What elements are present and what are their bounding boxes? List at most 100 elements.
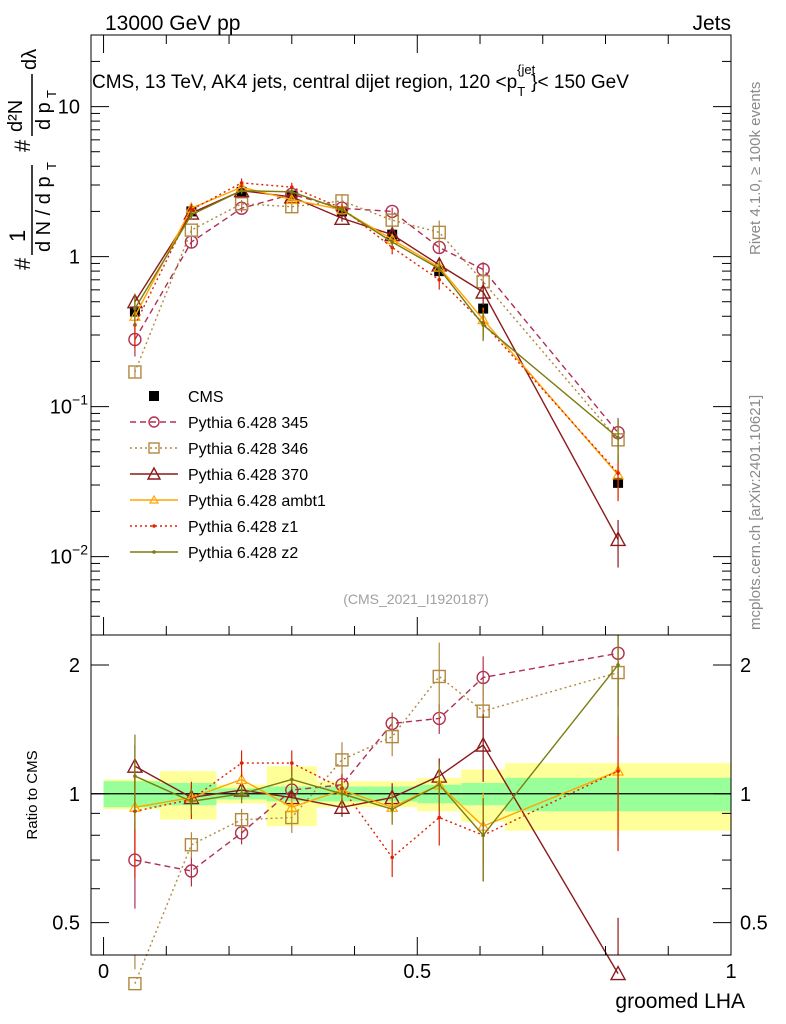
z2-point bbox=[239, 791, 244, 796]
p346-point bbox=[148, 442, 160, 454]
ratio-y-label: Ratio to CMS bbox=[24, 750, 41, 839]
lower-y-tick-label-right: 2 bbox=[740, 655, 751, 677]
p370-point bbox=[609, 531, 627, 547]
p370-point bbox=[333, 209, 351, 225]
legend-label: Pythia 6.428 ambt1 bbox=[188, 493, 326, 510]
ratio-series-layer bbox=[126, 635, 627, 991]
plot-title: CMS, 13 TeV, AK4 jets, central dijet reg… bbox=[92, 62, 629, 99]
z2-point bbox=[289, 777, 294, 782]
p346-point bbox=[385, 213, 399, 227]
p345-point bbox=[184, 864, 199, 878]
upper-y-tick-label: 10 bbox=[58, 97, 80, 119]
p345-point bbox=[148, 416, 160, 428]
z2-point bbox=[340, 208, 344, 212]
ylabel-den: d N / d p bbox=[33, 176, 55, 252]
ylabel-frac2-num: d²N bbox=[5, 100, 27, 132]
x-tick-label: 1 bbox=[725, 961, 736, 983]
x-tick-label: 0.5 bbox=[403, 961, 431, 983]
p346-point bbox=[385, 729, 399, 744]
z1-point bbox=[616, 769, 620, 773]
title-var: p bbox=[507, 72, 518, 93]
legend-item-cms: CMS bbox=[149, 389, 224, 406]
p346-point bbox=[184, 223, 199, 237]
ratio-bands bbox=[91, 763, 731, 831]
z1-point bbox=[437, 815, 442, 820]
analysis-id: (CMS_2021_I1920187) bbox=[343, 591, 489, 607]
series-line-p370 bbox=[134, 189, 619, 540]
ylabel-frac2-den: d p bbox=[33, 102, 55, 130]
z2-point bbox=[437, 782, 442, 787]
upper-y-tick-label: 10−1 bbox=[50, 392, 88, 419]
lower-panel: 0.5 0.51 12 2 0 0.5 1 bbox=[52, 35, 768, 991]
ratio-line-p345 bbox=[134, 652, 619, 872]
z1-point bbox=[437, 278, 442, 282]
ambt1-point bbox=[235, 773, 248, 785]
p346-point bbox=[432, 225, 446, 240]
p346-point bbox=[432, 669, 446, 684]
ratio-p370 bbox=[126, 714, 627, 981]
z1-point bbox=[289, 761, 294, 765]
p346-point bbox=[184, 838, 199, 852]
cms-point bbox=[149, 391, 159, 401]
z2-point bbox=[616, 435, 620, 440]
z1-point bbox=[616, 471, 620, 475]
upper-y-tick-label: 1 bbox=[69, 247, 80, 269]
p370-point bbox=[146, 466, 162, 480]
ylabel-frac2-den-sub: T bbox=[44, 90, 59, 98]
legend-label: CMS bbox=[188, 389, 224, 406]
upper-frame bbox=[90, 34, 732, 636]
ylabel-hash2: # bbox=[10, 139, 35, 152]
ylabel-one: 1 bbox=[5, 230, 30, 242]
title-sub: T bbox=[517, 84, 525, 99]
p370-point bbox=[474, 736, 492, 752]
z2-point bbox=[133, 306, 137, 311]
lower-y-ticks: 0.5 0.5 1 1 2 2 bbox=[52, 655, 768, 935]
legend-item-ambt1: Pythia 6.428 ambt1 bbox=[130, 493, 326, 510]
z2-point bbox=[289, 190, 294, 194]
ambt1-point bbox=[285, 801, 298, 812]
ratio-line-p346 bbox=[134, 671, 619, 984]
series-p345 bbox=[128, 187, 625, 452]
ambt1-point bbox=[148, 494, 160, 504]
ratio-z2 bbox=[133, 635, 620, 882]
legend-item-p346: Pythia 6.428 346 bbox=[130, 441, 308, 458]
upper-series-layer bbox=[126, 178, 627, 568]
z2-point bbox=[133, 774, 137, 778]
p370-point bbox=[474, 283, 492, 299]
lower-frame bbox=[90, 634, 732, 956]
legend-item-p370: Pythia 6.428 370 bbox=[130, 466, 308, 484]
legend-label: Pythia 6.428 370 bbox=[188, 467, 308, 484]
p370-point bbox=[333, 798, 351, 814]
lower-y-tick-label: 1 bbox=[69, 784, 80, 806]
p346-point bbox=[128, 976, 142, 991]
series-z2 bbox=[133, 187, 620, 463]
p346-point bbox=[128, 365, 142, 379]
legend-item-z1: Pythia 6.428 z1 bbox=[130, 519, 298, 536]
z2-point bbox=[189, 799, 194, 804]
legend-label: Pythia 6.428 345 bbox=[188, 415, 308, 432]
ylabel-frac2-tail: dλ bbox=[19, 49, 41, 70]
lower-y-tick-label: 2 bbox=[69, 655, 80, 677]
z2-point bbox=[239, 188, 244, 193]
lower-y-tick-label: 0.5 bbox=[52, 913, 80, 935]
z2-point bbox=[390, 807, 394, 812]
title-prefix: CMS, 13 TeV, AK4 jets, central dijet reg… bbox=[92, 72, 507, 93]
ambt1-point bbox=[285, 193, 298, 205]
z2-point bbox=[437, 266, 442, 271]
p346-point bbox=[335, 753, 349, 767]
z2-point bbox=[152, 550, 156, 554]
z1-point bbox=[152, 524, 156, 528]
ylabel-den-sub: T bbox=[44, 162, 59, 170]
header-right: Jets bbox=[692, 12, 731, 35]
mcplots-url-text: mcplots.cern.ch [arXiv:2401.10621] bbox=[747, 395, 764, 630]
title-sup: {jet bbox=[517, 62, 535, 77]
z2-point bbox=[340, 791, 344, 796]
series-line-p345 bbox=[134, 193, 619, 434]
lower-y-tick-label-right: 1 bbox=[740, 784, 751, 806]
z2-point bbox=[390, 240, 394, 244]
z1-point bbox=[289, 185, 294, 190]
x-tick-label: 0 bbox=[98, 961, 109, 983]
rivet-version-text: Rivet 4.1.0, ≥ 100k events bbox=[747, 82, 764, 255]
upper-y-label: # 1 d N / d p T # d²N d p T dλ bbox=[5, 49, 59, 270]
